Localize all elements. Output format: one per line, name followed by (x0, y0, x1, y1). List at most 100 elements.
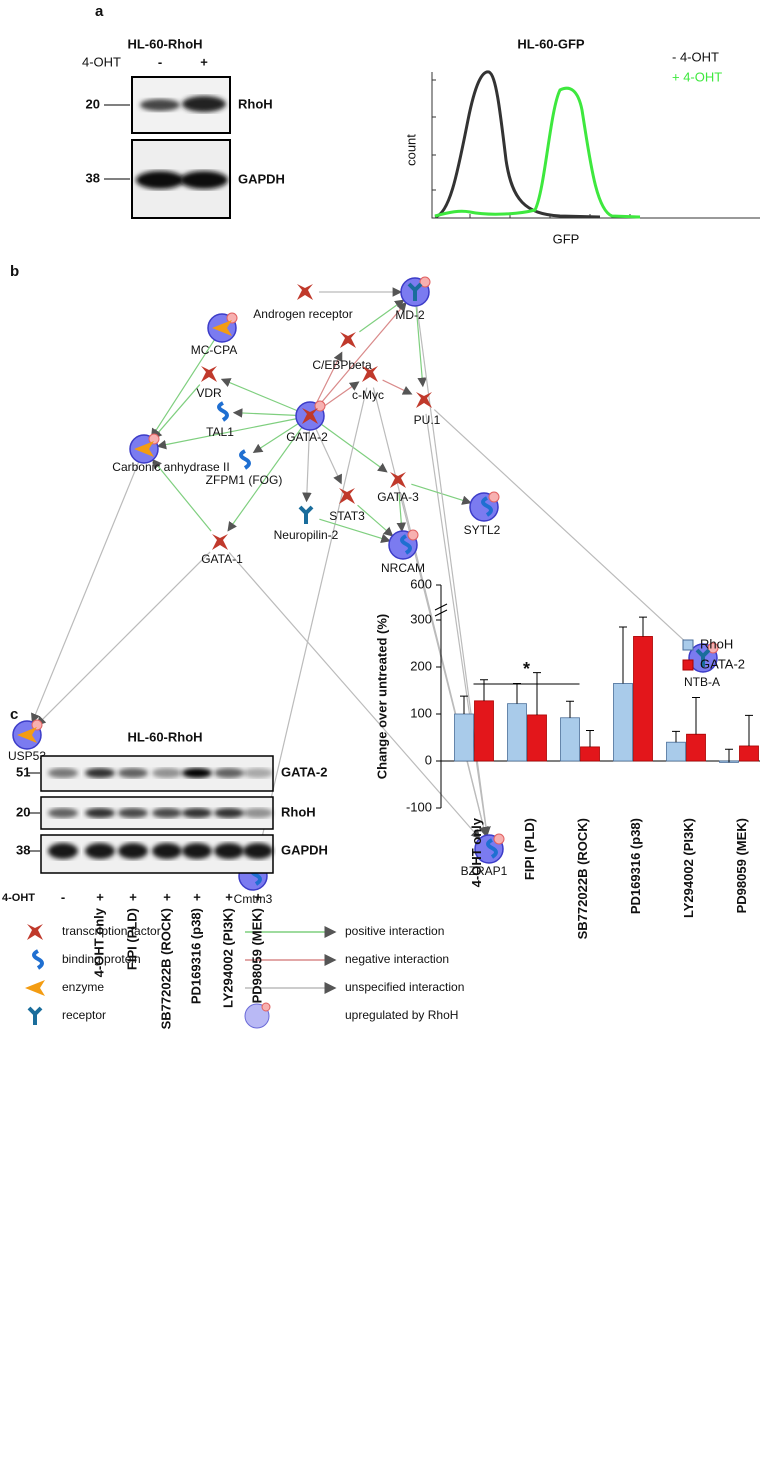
error-bar (513, 682, 521, 704)
legend-label: RhoH (700, 636, 733, 651)
network: Androgen receptor MD-2 MC-CPA C/EBPbeta VDR c… (8, 276, 720, 906)
edge (227, 427, 303, 532)
edge (320, 423, 388, 473)
y-tick-label: 0 (425, 752, 432, 767)
flow-axes (431, 72, 760, 219)
node-label: USP53 (8, 749, 46, 763)
bar (613, 683, 633, 762)
node-label: C/EBPbeta (312, 358, 372, 372)
edge (415, 305, 427, 388)
legend-label: positive interaction (345, 924, 444, 938)
band (152, 808, 182, 818)
band (182, 96, 226, 112)
legend-label: GATA-2 (700, 656, 745, 671)
lane-label: PD169316 (p38) (188, 908, 203, 1004)
protein-label: GAPDH (281, 842, 328, 857)
band (118, 843, 148, 859)
edge (228, 552, 481, 840)
band (48, 768, 78, 778)
x-tick-label: PD169316 (p38) (628, 818, 643, 914)
panel-letter: a (95, 3, 104, 20)
flow-curve (434, 86, 641, 219)
binding-icon (217, 401, 229, 422)
y-tick-label: 300 (410, 611, 432, 626)
upregulated-dot (31, 719, 43, 731)
edge (220, 378, 298, 412)
bar (666, 741, 686, 762)
node-label: GATA-1 (201, 552, 243, 566)
tf-icon (390, 472, 406, 488)
band (85, 768, 115, 778)
sign: + (96, 889, 104, 904)
panel-letter: b (10, 263, 19, 280)
upregulated-dot (488, 491, 500, 503)
tf-icon (27, 924, 43, 940)
error-bar (586, 729, 594, 747)
protein-label: GAPDH (238, 171, 285, 186)
receptor-icon (407, 282, 423, 301)
node-label: STAT3 (329, 509, 365, 523)
edge (152, 458, 212, 532)
band (243, 808, 273, 818)
node-label: Cmtm3 (234, 892, 273, 906)
enzyme-icon (212, 320, 232, 336)
receptor-icon (27, 1006, 43, 1025)
tf-icon (339, 488, 355, 504)
protein-label: GATA-2 (281, 764, 327, 779)
edge (36, 551, 211, 726)
band (182, 768, 212, 778)
band (136, 171, 184, 189)
edge (302, 429, 312, 503)
sign: + (163, 889, 171, 904)
treatment-label: 4-OHT (82, 54, 121, 69)
x-tick-label: SB772022B (ROCK) (575, 818, 590, 939)
sign: + (200, 54, 208, 69)
bar (686, 733, 706, 762)
node-label: c-Myc (352, 388, 384, 402)
mw-marker: 20 (86, 96, 100, 111)
edge (318, 301, 407, 406)
upregulated-dot (707, 642, 719, 654)
error-bar (619, 626, 627, 684)
mw-marker: 20 (16, 804, 30, 819)
upregulated-dot (261, 1002, 271, 1012)
band (85, 843, 115, 859)
tf-icon (340, 332, 356, 348)
bar (580, 746, 600, 762)
sign: + (193, 889, 201, 904)
upregulated-dot (407, 529, 419, 541)
x-tick-label: LY294002 (PI3K) (681, 818, 696, 918)
sign: + (254, 889, 262, 904)
band (182, 843, 212, 859)
band (182, 808, 212, 818)
x-tick-label: 4-OHT only (469, 817, 484, 887)
node-label: ZFPM1 (FOG) (206, 473, 283, 487)
panel-letter: c (10, 706, 18, 723)
bar (739, 745, 759, 762)
legend-label: enzyme (62, 980, 104, 994)
node-label: SYTL2 (464, 523, 501, 537)
node-label: PU.1 (414, 413, 441, 427)
edge (411, 483, 472, 505)
bar (527, 714, 547, 762)
error-bar (745, 714, 753, 746)
edge (315, 428, 342, 485)
band (243, 768, 273, 778)
band (243, 843, 273, 859)
band (180, 171, 228, 189)
band (152, 768, 182, 778)
significance-label: * (523, 659, 530, 679)
tf-icon (212, 534, 228, 550)
lane-label: PD98059 (MEK) (249, 908, 264, 1003)
edge (357, 504, 394, 537)
lane-label: SB772022B (ROCK) (158, 908, 173, 1029)
edge (321, 381, 360, 409)
binding-icon (481, 496, 493, 517)
error-bar (639, 616, 647, 637)
band (48, 843, 78, 859)
receptor-icon (695, 648, 711, 667)
y-axis-label: Change over untreated (%) (374, 614, 389, 779)
upregulated-dot (148, 433, 160, 445)
lane-label: FIPI (PLD) (124, 908, 139, 970)
